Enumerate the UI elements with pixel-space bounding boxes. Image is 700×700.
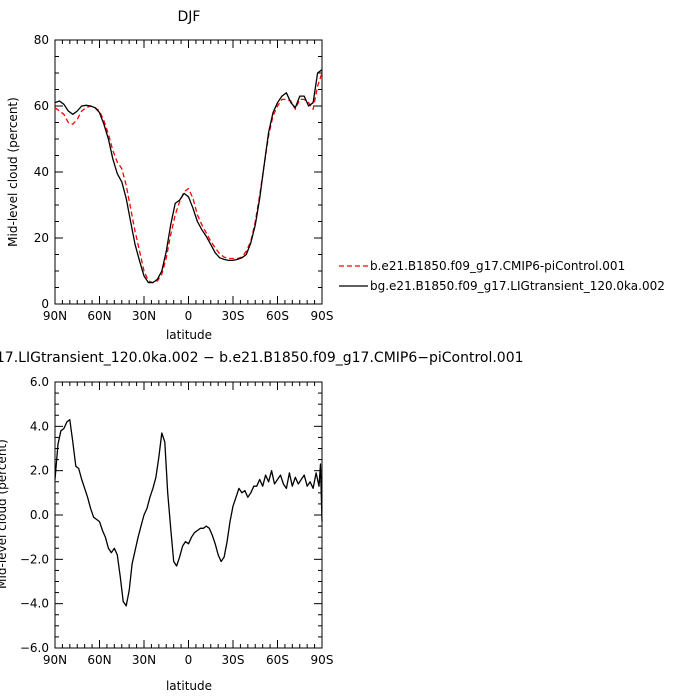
top-y-tick-label: 60 bbox=[34, 99, 49, 113]
legend-label-ligtransient: bg.e21.B1850.f09_g17.LIGtransient_120.0k… bbox=[370, 279, 665, 293]
top-panel: DJF Mid-level cloud (percent) latitude 9… bbox=[6, 9, 333, 342]
top-chart-title: DJF bbox=[178, 9, 201, 25]
top-x-tick-label: 90S bbox=[311, 309, 334, 323]
bottom-x-axis-label: latitude bbox=[166, 679, 212, 693]
top-x-tick-label: 30N bbox=[132, 309, 156, 323]
bottom-y-tick-label: −4.0 bbox=[20, 597, 49, 611]
top-plot-frame bbox=[54, 39, 323, 305]
bottom-x-tick-label: 0 bbox=[185, 653, 193, 667]
bottom-y-tick-label: 2.0 bbox=[30, 464, 49, 478]
bottom-y-tick-label: 0.0 bbox=[30, 508, 49, 522]
top-y-axis-label: Mid-level cloud (percent) bbox=[6, 97, 20, 247]
bottom-y-axis-label: Mid-level cloud (percent) bbox=[0, 439, 9, 589]
legend: b.e21.B1850.f09_g17.CMIP6-piControl.001 … bbox=[339, 259, 665, 293]
bottom-x-tick-label: 60S bbox=[266, 653, 289, 667]
top-series-line-0 bbox=[54, 72, 323, 284]
legend-label-picontrol: b.e21.B1850.f09_g17.CMIP6-piControl.001 bbox=[370, 259, 625, 273]
top-series-line-1 bbox=[54, 69, 323, 284]
bottom-x-tick-label: 30S bbox=[222, 653, 245, 667]
bottom-y-tick-label: −2.0 bbox=[20, 552, 49, 566]
bottom-y-tick-label: 4.0 bbox=[30, 419, 49, 433]
bottom-x-tick-label: 90N bbox=[43, 653, 67, 667]
top-x-axis-label: latitude bbox=[166, 328, 212, 342]
bottom-y-tick-label: −6.0 bbox=[20, 641, 49, 655]
bottom-x-tick-label: 90S bbox=[311, 653, 334, 667]
top-x-tick-label: 30S bbox=[222, 309, 245, 323]
top-x-tick-label: 90N bbox=[43, 309, 67, 323]
top-x-tick-label: 60S bbox=[266, 309, 289, 323]
top-y-tick-label: 40 bbox=[34, 165, 49, 179]
bottom-x-tick-label: 30N bbox=[132, 653, 156, 667]
top-x-tick-label: 60N bbox=[87, 309, 111, 323]
bottom-panel: bg.e21.B1850.f09_g17.LIGtransient_120.0k… bbox=[0, 350, 524, 693]
bottom-y-tick-label: 6.0 bbox=[30, 375, 49, 389]
top-x-tick-label: 0 bbox=[185, 309, 193, 323]
bottom-series-line-0 bbox=[54, 419, 323, 607]
bottom-chart-title: bg.e21.B1850.f09_g17.LIGtransient_120.0k… bbox=[0, 350, 524, 366]
top-y-tick-label: 80 bbox=[34, 33, 49, 47]
top-y-tick-label: 0 bbox=[41, 297, 49, 311]
top-y-tick-label: 20 bbox=[34, 231, 49, 245]
bottom-x-tick-label: 60N bbox=[87, 653, 111, 667]
bottom-plot-frame bbox=[54, 381, 323, 649]
